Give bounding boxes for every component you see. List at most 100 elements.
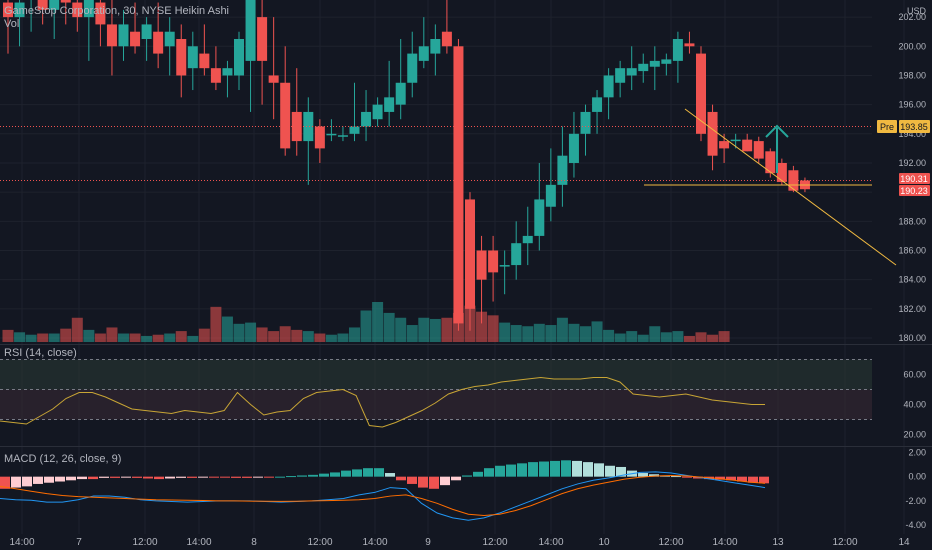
- macd-histogram-bar: [517, 463, 527, 477]
- rsi-tick-label: 40.00: [903, 400, 926, 410]
- macd-histogram-bar: [319, 473, 329, 477]
- candle-body: [37, 0, 48, 10]
- volume-bar: [129, 333, 141, 342]
- macd-histogram-bar: [330, 472, 340, 477]
- candle-body: [95, 2, 106, 25]
- x-tick-label: 12:00: [307, 537, 332, 548]
- candle-body: [395, 82, 406, 105]
- volume-bar: [683, 335, 695, 342]
- candle-body: [245, 0, 256, 61]
- last-price-b: 190.23: [900, 186, 928, 196]
- volume-bar: [268, 331, 280, 342]
- macd-histogram-bar: [748, 476, 758, 483]
- macd-histogram-bar: [374, 468, 384, 477]
- macd-histogram-bar: [220, 476, 230, 478]
- pre-market-badge[interactable]: Pre 193.85: [877, 120, 930, 133]
- volume-bar: [187, 335, 199, 342]
- volume-bar: [60, 328, 72, 342]
- x-tick-label: 12:00: [482, 537, 507, 548]
- candle-body: [337, 135, 348, 137]
- volume-bar: [614, 333, 626, 342]
- macd-histogram-bar: [649, 474, 659, 477]
- volume-bar: [591, 321, 603, 342]
- macd-histogram-bar: [297, 475, 307, 477]
- macd-label[interactable]: MACD (12, 26, close, 9): [4, 453, 121, 465]
- candle-body: [626, 68, 637, 76]
- macd-histogram-bar: [715, 476, 725, 480]
- volume-bar: [429, 318, 441, 342]
- candle-body: [465, 199, 475, 309]
- macd-histogram-bar: [726, 476, 736, 481]
- candle-body: [199, 53, 210, 69]
- candle-body: [118, 24, 129, 47]
- macd-histogram-bar: [682, 476, 692, 478]
- macd-histogram-bar: [473, 471, 483, 477]
- candle-body: [384, 97, 395, 112]
- candle-body: [580, 111, 591, 134]
- rsi-lower-band: [0, 389, 872, 420]
- volume-bar: [637, 334, 649, 342]
- macd-histogram-bar: [429, 476, 439, 489]
- volume-bar: [522, 326, 534, 342]
- x-tick-label: 10: [598, 537, 610, 548]
- candle-body: [545, 184, 556, 207]
- macd-histogram-bar: [462, 475, 472, 477]
- macd-histogram-bar: [66, 476, 76, 481]
- macd-histogram-bar: [396, 476, 406, 481]
- volume-bar: [441, 317, 453, 342]
- candle-body: [615, 68, 626, 83]
- candle-body: [649, 60, 660, 67]
- resistance-trendline: [684, 108, 897, 266]
- macd-histogram-bar: [143, 476, 153, 479]
- volume-bar: [302, 331, 314, 342]
- last-price-badge[interactable]: 190.31 190.23: [899, 173, 930, 196]
- candle-body: [3, 2, 13, 18]
- candle-body: [60, 0, 71, 3]
- candle-body: [661, 59, 672, 64]
- x-tick-label: 9: [425, 537, 431, 548]
- x-tick-label: 8: [251, 537, 257, 548]
- macd-histogram-bar: [572, 460, 582, 477]
- volume-label[interactable]: Vol: [4, 18, 19, 30]
- candle-body: [499, 265, 510, 267]
- candle-body: [314, 126, 325, 149]
- y-tick-label: 186.00: [898, 245, 926, 255]
- candle-body: [257, 17, 268, 61]
- candle-body: [83, 0, 94, 18]
- macd-histogram-bar: [550, 460, 560, 477]
- y-tick-label: 194.00: [898, 129, 926, 139]
- volume-bar: [37, 333, 49, 342]
- macd-histogram-bar: [286, 476, 296, 478]
- volume-bar: [210, 306, 222, 342]
- x-tick-label: 14:00: [9, 537, 34, 548]
- volume-bar: [256, 327, 268, 342]
- macd-histogram-bar: [638, 473, 648, 477]
- macd-histogram-bar: [341, 470, 351, 477]
- macd-histogram-bar: [99, 476, 109, 478]
- chart-title[interactable]: GameStop Corporation, 30, NYSE Heikin As…: [4, 5, 229, 17]
- candle-body: [568, 133, 579, 163]
- macd-histogram-bar: [539, 461, 549, 477]
- volume-bar: [314, 333, 326, 342]
- candle-body: [141, 24, 152, 40]
- candle-body: [106, 24, 117, 47]
- candle-body: [187, 46, 198, 69]
- pre-price: 193.85: [900, 122, 928, 132]
- volume-bar: [118, 333, 129, 342]
- overlay-layer: [0, 108, 897, 266]
- volume-bar: [337, 333, 349, 342]
- rsi-label[interactable]: RSI (14, close): [4, 347, 77, 359]
- macd-histogram-bar: [154, 476, 164, 480]
- macd-histogram-bar: [583, 462, 593, 477]
- candle-body: [788, 170, 799, 191]
- y-tick-label: 196.00: [898, 100, 926, 110]
- volume-bar: [487, 315, 499, 342]
- macd-tick-label: -2.00: [905, 496, 926, 506]
- up-arrow-head: [765, 124, 789, 138]
- volume-bar: [233, 323, 245, 342]
- x-tick-label: 14:00: [712, 537, 737, 548]
- volume-bar: [279, 326, 291, 342]
- macd-histogram-bar: [528, 462, 538, 477]
- macd-histogram-bar: [352, 469, 362, 477]
- macd-histogram-bar: [484, 468, 494, 477]
